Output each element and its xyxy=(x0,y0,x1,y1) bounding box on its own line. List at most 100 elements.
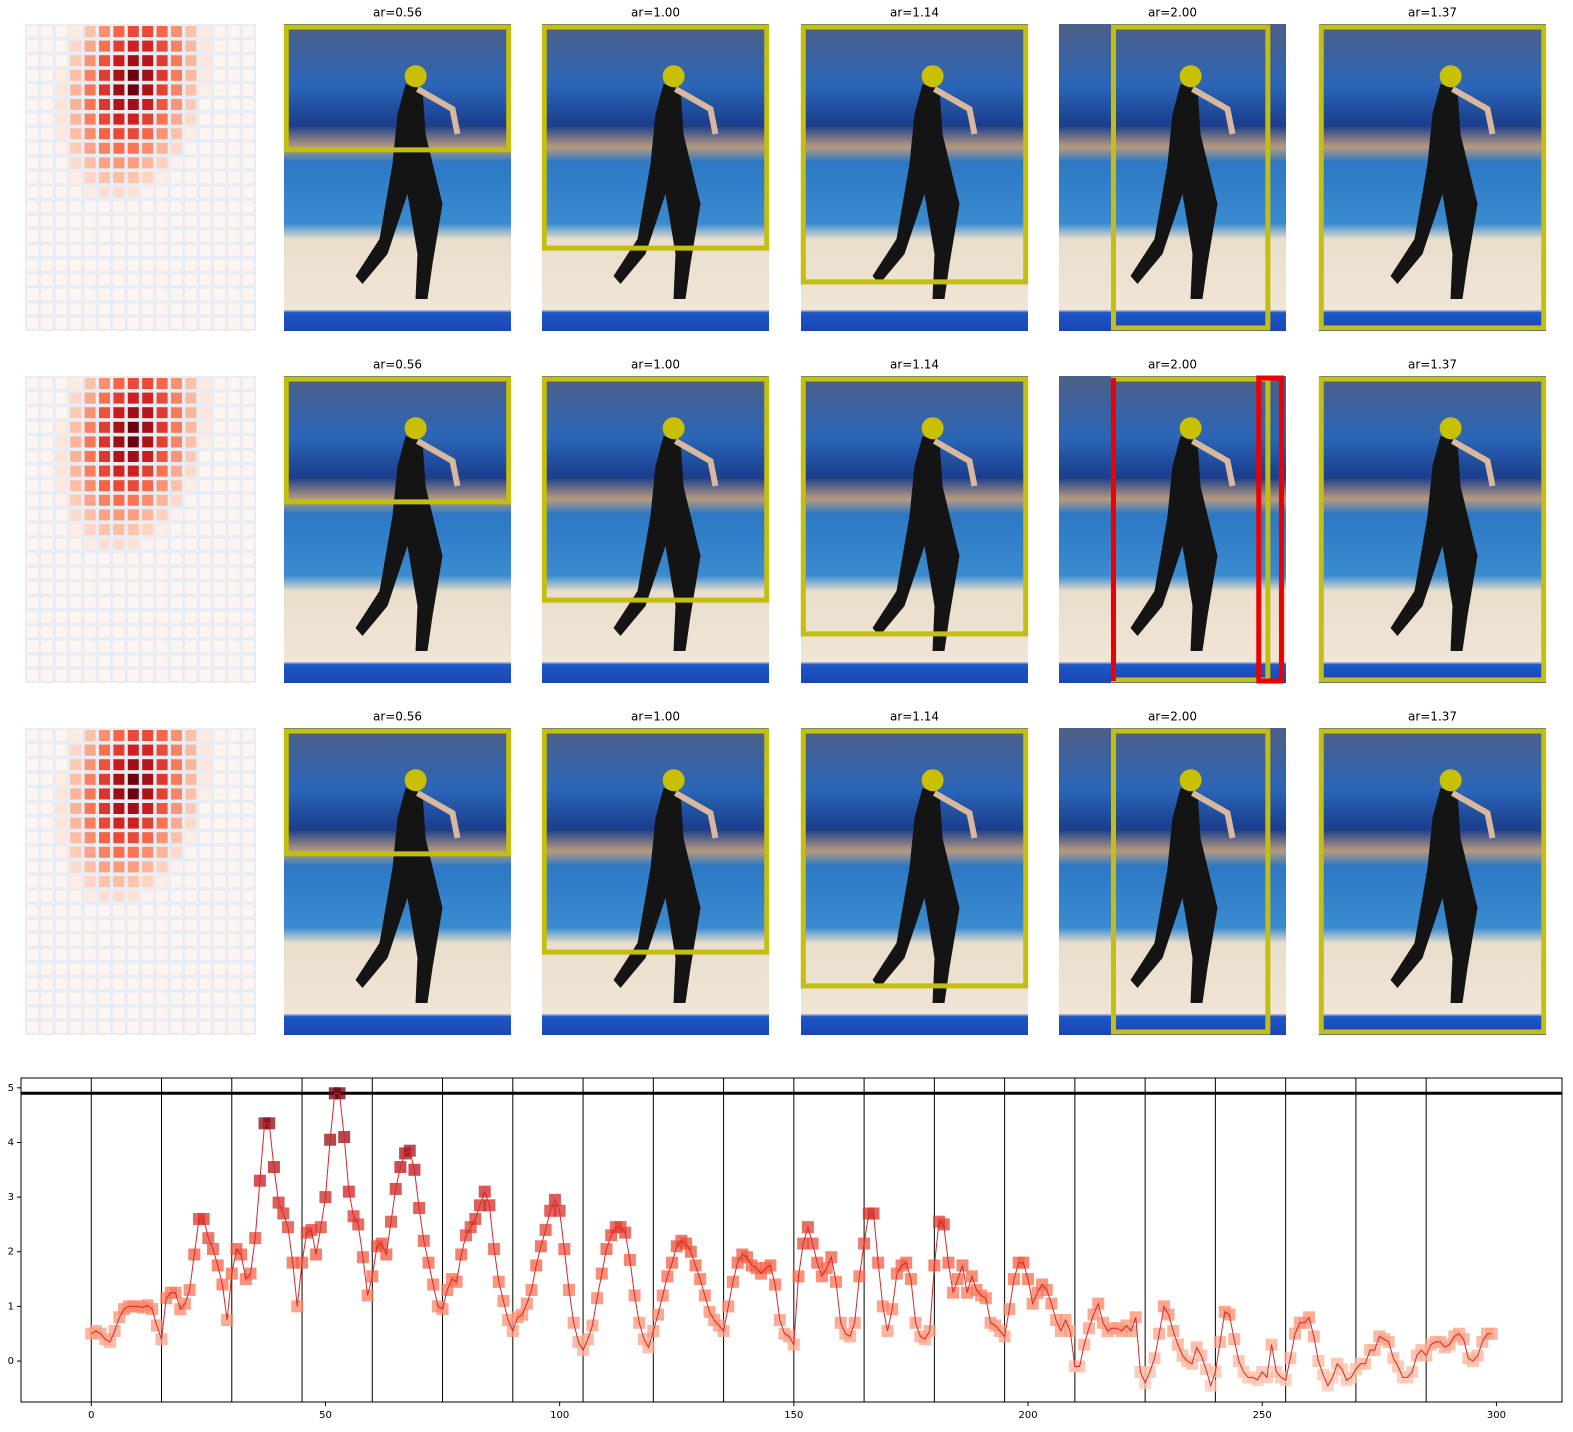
heatmap-cell xyxy=(142,480,154,492)
head-marker xyxy=(662,65,685,88)
heatmap-cell xyxy=(99,773,110,785)
heatmap-cell xyxy=(185,407,197,419)
heatmap-cell xyxy=(243,288,254,300)
heatmap-cell xyxy=(99,611,110,623)
heatmap-cell xyxy=(41,582,53,594)
heatmap-cell xyxy=(156,567,168,579)
heatmap-cell xyxy=(27,538,38,550)
heatmap-cell xyxy=(113,99,125,110)
heatmap-cell xyxy=(127,1022,139,1033)
head-marker xyxy=(404,65,427,88)
heatmap-cell xyxy=(185,846,197,858)
heatmap-cell xyxy=(70,861,82,873)
heatmap-cell xyxy=(84,803,96,814)
heatmap-cell xyxy=(84,494,96,506)
heatmap-cell xyxy=(214,905,226,917)
arm xyxy=(1191,438,1236,487)
heatmap-cell xyxy=(199,963,211,975)
heatmap-cell xyxy=(55,655,67,667)
heatmap-cell xyxy=(27,582,38,594)
arm xyxy=(674,86,719,135)
heatmap-cell xyxy=(156,451,168,462)
heatmap-cell xyxy=(127,963,139,975)
crop-box-alt xyxy=(1256,375,1284,684)
photo xyxy=(1318,376,1547,683)
heatmap-cell xyxy=(113,26,125,37)
heatmap-cell xyxy=(214,494,226,506)
heatmap-cell xyxy=(84,992,96,1004)
heatmap-cell xyxy=(142,436,154,448)
heatmap-cell xyxy=(243,215,254,227)
heatmap-cell xyxy=(99,40,110,52)
heatmap-cell xyxy=(70,890,82,902)
heatmap-cell xyxy=(27,421,38,433)
heatmap-cell xyxy=(84,744,96,756)
heatmap-cell xyxy=(171,186,182,198)
heatmap-cell xyxy=(171,640,182,652)
heatmap-cell xyxy=(113,582,125,594)
heatmap-cell xyxy=(214,611,226,623)
heatmap-cell xyxy=(84,69,96,81)
heatmap-cell xyxy=(228,905,240,917)
figure-silhouette xyxy=(1130,436,1218,651)
heatmap-cell xyxy=(142,99,154,110)
heatmap-cell xyxy=(55,318,67,329)
heatmap-cell xyxy=(55,201,67,213)
heatmap-cell xyxy=(113,730,125,741)
heatmap-cell xyxy=(127,378,139,389)
heatmap-cell xyxy=(84,567,96,579)
heatmap-cell xyxy=(243,465,254,477)
heatmap-cell xyxy=(113,274,125,286)
heatmap-cell xyxy=(243,759,254,771)
heatmap-cell xyxy=(185,759,197,771)
heatmap-cell xyxy=(185,215,197,227)
heatmap-cell xyxy=(199,538,211,550)
heatmap-cell xyxy=(70,934,82,946)
heatmap-cell xyxy=(214,582,226,594)
heatmap-cell xyxy=(156,259,168,271)
heatmap-cell xyxy=(84,861,96,873)
heatmap xyxy=(25,24,256,331)
heatmap-cell xyxy=(171,670,182,681)
heatmap-cell xyxy=(84,421,96,433)
heatmap-cell xyxy=(214,861,226,873)
heatmap-cell xyxy=(41,392,53,404)
heatmap-cell xyxy=(70,832,82,844)
heatmap-cell xyxy=(142,303,154,315)
heatmap-cell xyxy=(70,259,82,271)
arm xyxy=(674,790,719,839)
heatmap-cell xyxy=(55,890,67,902)
y-tick-label: 2 xyxy=(8,1247,14,1258)
heatmap-cell xyxy=(214,378,226,389)
heatmap-cell xyxy=(84,172,96,183)
heatmap-cell xyxy=(185,978,197,990)
panel-title: ar=1.00 xyxy=(631,6,680,20)
heatmap-cell xyxy=(228,465,240,477)
heatmap-cell xyxy=(113,201,125,213)
heatmap-cell xyxy=(142,934,154,946)
heatmap-cell xyxy=(99,730,110,741)
heatmap-cell xyxy=(27,905,38,917)
heatmap-cell xyxy=(214,640,226,652)
heatmap-cell xyxy=(243,788,254,800)
heatmap-cell xyxy=(27,407,38,419)
heatmap-cell xyxy=(27,245,38,256)
heatmap-cell xyxy=(55,259,67,271)
heatmap-cell xyxy=(113,113,125,125)
heatmap-cell xyxy=(127,40,139,52)
heatmap-cell xyxy=(127,730,139,741)
heatmap-cell xyxy=(55,245,67,256)
heatmap-cell xyxy=(171,730,182,741)
heatmap-cell xyxy=(99,905,110,917)
heatmap-cell xyxy=(127,524,139,535)
heatmap-cell xyxy=(156,318,168,329)
heatmap-cell xyxy=(228,128,240,140)
heatmap-cell xyxy=(99,524,110,535)
heatmap-cell xyxy=(55,55,67,67)
heatmap-cell xyxy=(199,949,211,960)
heatmap-cell xyxy=(243,245,254,256)
heatmap-cell xyxy=(243,436,254,448)
heatmap-cell xyxy=(84,55,96,67)
heatmap-cell xyxy=(243,817,254,829)
arm xyxy=(1451,438,1496,487)
